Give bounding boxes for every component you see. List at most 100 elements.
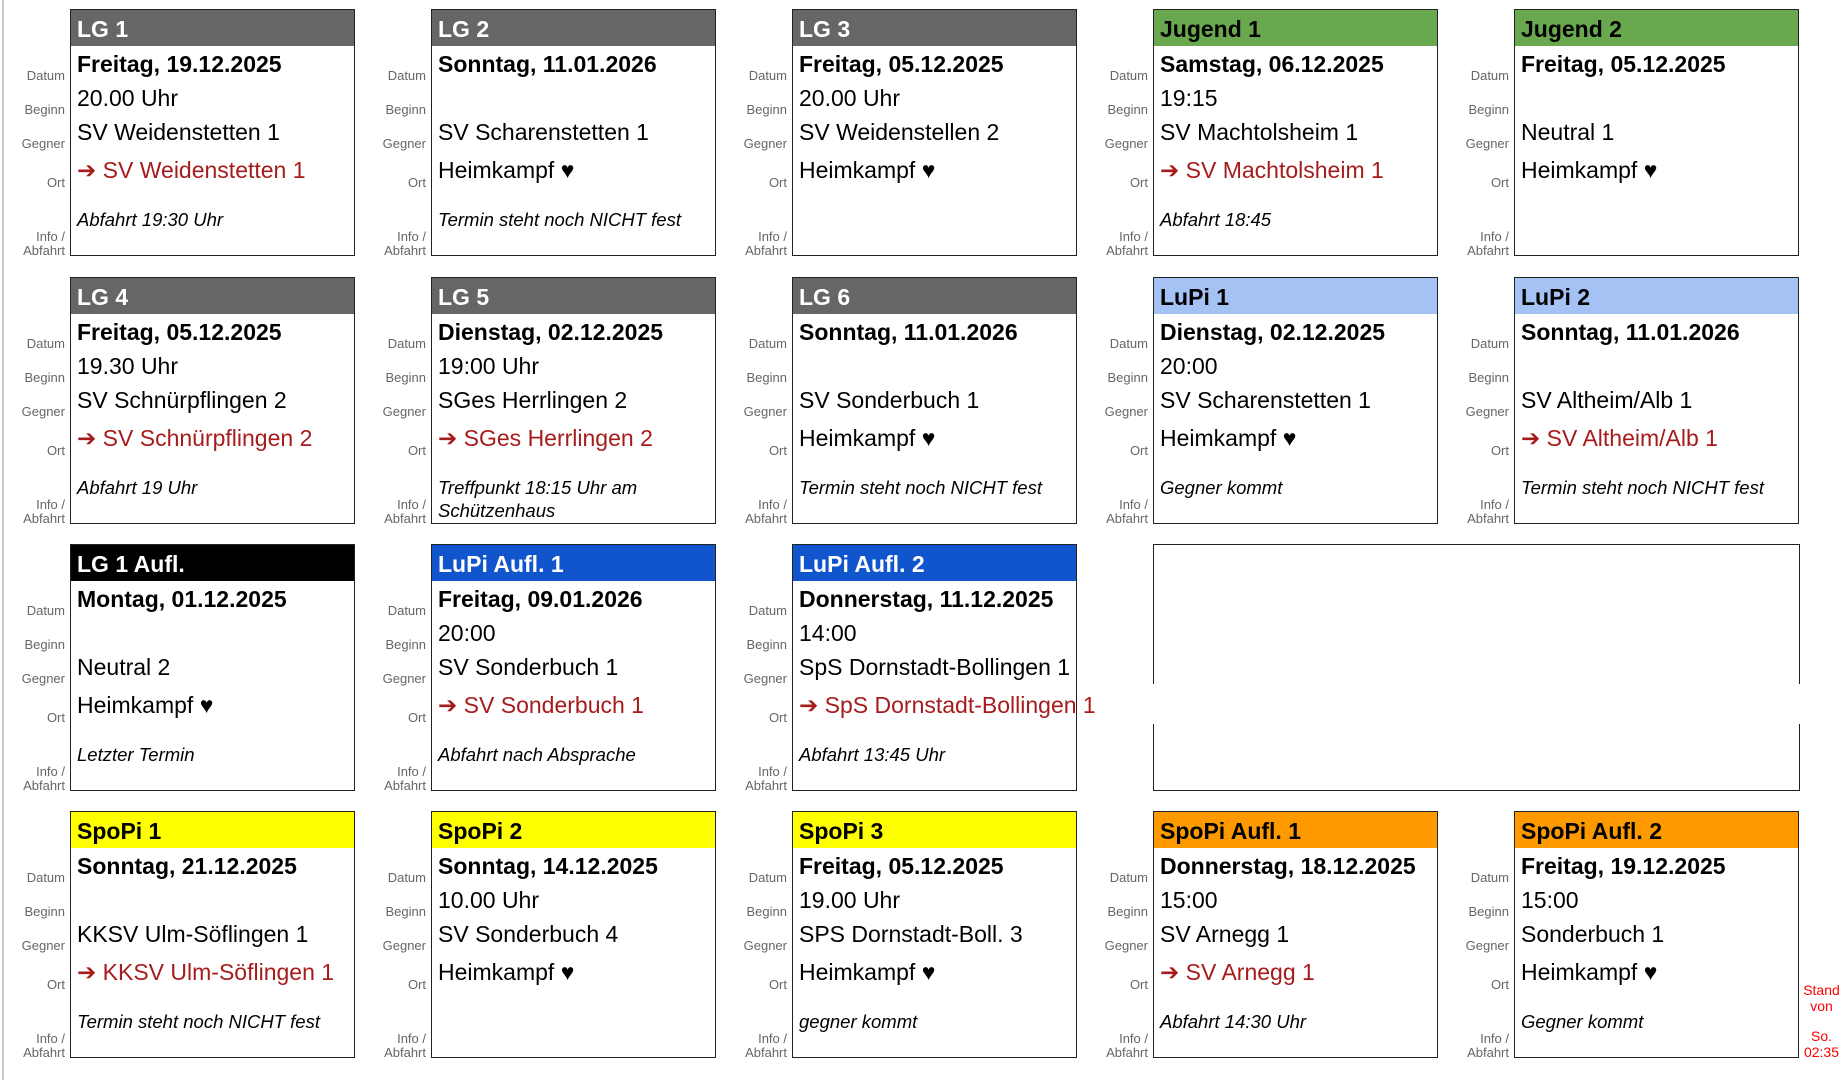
label-datum: Datum bbox=[748, 336, 787, 351]
team-title: SpoPi 3 bbox=[793, 812, 1076, 848]
team-title: SpoPi 2 bbox=[432, 812, 715, 848]
label-ort: Ort bbox=[1129, 175, 1148, 190]
label-info: Info / Abfahrt bbox=[23, 1031, 65, 1060]
label-ort: Ort bbox=[46, 443, 65, 458]
label-beginn: Beginn bbox=[385, 102, 426, 117]
match-start: 15:00 bbox=[1521, 887, 1579, 913]
match-info: Abfahrt 14:30 Uhr bbox=[1160, 1011, 1307, 1032]
left-border bbox=[2, 0, 4, 1080]
team-title: LG 1 Aufl. bbox=[71, 545, 354, 581]
label-datum: Datum bbox=[387, 870, 426, 885]
home-venue: Heimkampf ♥ bbox=[1521, 157, 1658, 183]
label-gegner: Gegner bbox=[743, 938, 787, 953]
team-card: Datum Beginn Gegner Ort Info / Abfahrt L… bbox=[1466, 277, 1799, 526]
empty-card bbox=[1153, 544, 1800, 791]
label-datum: Datum bbox=[748, 870, 787, 885]
label-gegner: Gegner bbox=[743, 671, 787, 686]
card-box: SpoPi Aufl. 1 Donnerstag, 18.12.2025 15:… bbox=[1153, 811, 1438, 1058]
home-venue: Heimkampf ♥ bbox=[438, 959, 575, 985]
match-start: 10.00 Uhr bbox=[438, 887, 540, 913]
team-title: LuPi 2 bbox=[1515, 278, 1798, 314]
home-venue: Heimkampf ♥ bbox=[438, 157, 575, 183]
label-info: Info / Abfahrt bbox=[1467, 1031, 1509, 1060]
label-datum: Datum bbox=[1109, 68, 1148, 83]
team-title: SpoPi 1 bbox=[71, 812, 354, 848]
match-start: 19.30 Uhr bbox=[77, 353, 179, 379]
match-date: Freitag, 19.12.2025 bbox=[77, 51, 282, 77]
label-gegner: Gegner bbox=[21, 938, 65, 953]
team-card: Datum Beginn Gegner Ort Info / Abfahrt L… bbox=[383, 9, 716, 258]
label-info: Info / Abfahrt bbox=[1467, 497, 1509, 526]
opponent: SV Scharenstetten 1 bbox=[1160, 387, 1371, 413]
opponent: SV Weidenstellen 2 bbox=[799, 119, 1000, 145]
label-ort: Ort bbox=[1129, 443, 1148, 458]
label-info: Info / Abfahrt bbox=[384, 764, 426, 793]
match-date: Freitag, 05.12.2025 bbox=[799, 853, 1004, 879]
label-beginn: Beginn bbox=[1468, 904, 1509, 919]
label-gegner: Gegner bbox=[1104, 404, 1148, 419]
opponent: SV Machtolsheim 1 bbox=[1160, 119, 1359, 145]
team-title: SpoPi Aufl. 1 bbox=[1154, 812, 1437, 848]
label-ort: Ort bbox=[768, 710, 787, 725]
team-title: LG 1 bbox=[71, 10, 354, 46]
match-info: Termin steht noch NICHT fest bbox=[77, 1011, 320, 1032]
label-ort: Ort bbox=[1490, 977, 1509, 992]
match-date: Freitag, 05.12.2025 bbox=[799, 51, 1004, 77]
team-card: Datum Beginn Gegner Ort Info / Abfahrt J… bbox=[1105, 9, 1438, 258]
team-card: Datum Beginn Gegner Ort Info / Abfahrt L… bbox=[22, 9, 355, 258]
match-date: Dienstag, 02.12.2025 bbox=[1160, 319, 1386, 345]
label-ort: Ort bbox=[407, 710, 426, 725]
team-title: LG 3 bbox=[793, 10, 1076, 46]
label-info: Info / Abfahrt bbox=[745, 1031, 787, 1060]
match-date: Freitag, 05.12.2025 bbox=[1521, 51, 1726, 77]
match-start: 14:00 bbox=[799, 620, 857, 646]
card-box: SpoPi Aufl. 2 Freitag, 19.12.2025 15:00 … bbox=[1514, 811, 1799, 1058]
home-venue: Heimkampf ♥ bbox=[1160, 425, 1297, 451]
stand-note: Stand von So. 02:35 bbox=[1800, 982, 1843, 1060]
match-start: 19.00 Uhr bbox=[799, 887, 901, 913]
label-ort: Ort bbox=[46, 175, 65, 190]
team-card: Datum Beginn Gegner Ort Info / Abfahrt S… bbox=[1105, 811, 1438, 1060]
match-start: 20.00 Uhr bbox=[77, 85, 179, 111]
match-info: Abfahrt 18:45 bbox=[1160, 209, 1272, 230]
label-ort: Ort bbox=[1129, 977, 1148, 992]
label-datum: Datum bbox=[1470, 68, 1509, 83]
card-box: Jugend 2 Freitag, 05.12.2025 Neutral 1 H… bbox=[1514, 9, 1799, 256]
card-box: LuPi Aufl. 1 Freitag, 09.01.2026 20:00 S… bbox=[431, 544, 716, 791]
away-venue: ➔ SV Sonderbuch 1 bbox=[438, 692, 644, 718]
match-start: 19:00 Uhr bbox=[438, 353, 540, 379]
card-box: LG 4 Freitag, 05.12.2025 19.30 Uhr SV Sc… bbox=[70, 277, 355, 524]
match-info: Abfahrt 13:45 Uhr bbox=[799, 744, 946, 765]
match-info: Termin steht noch NICHT fest bbox=[799, 477, 1042, 498]
label-beginn: Beginn bbox=[385, 370, 426, 385]
label-datum: Datum bbox=[1470, 336, 1509, 351]
match-info: Termin steht noch NICHT fest bbox=[1521, 477, 1764, 498]
label-gegner: Gegner bbox=[1104, 136, 1148, 151]
card-box: LG 1 Freitag, 19.12.2025 20.00 Uhr SV We… bbox=[70, 9, 355, 256]
label-info: Info / Abfahrt bbox=[1106, 1031, 1148, 1060]
opponent: SV Sonderbuch 4 bbox=[438, 921, 619, 947]
card-box: SpoPi 3 Freitag, 05.12.2025 19.00 Uhr SP… bbox=[792, 811, 1077, 1058]
match-start: 20:00 bbox=[1160, 353, 1218, 379]
away-venue: ➔ KKSV Ulm-Söflingen 1 bbox=[77, 959, 335, 985]
label-ort: Ort bbox=[46, 710, 65, 725]
match-date: Sonntag, 14.12.2025 bbox=[438, 853, 658, 879]
card-box: Jugend 1 Samstag, 06.12.2025 19:15 SV Ma… bbox=[1153, 9, 1438, 256]
label-ort: Ort bbox=[768, 443, 787, 458]
card-box: LG 6 Sonntag, 11.01.2026 SV Sonderbuch 1… bbox=[792, 277, 1077, 524]
match-info: Treffpunkt 18:15 Uhr am Schützenhaus bbox=[438, 477, 638, 521]
label-info: Info / Abfahrt bbox=[1467, 229, 1509, 258]
label-gegner: Gegner bbox=[1104, 938, 1148, 953]
opponent: Sonderbuch 1 bbox=[1521, 921, 1665, 947]
label-info: Info / Abfahrt bbox=[384, 1031, 426, 1060]
team-title: Jugend 1 bbox=[1154, 10, 1437, 46]
label-beginn: Beginn bbox=[24, 370, 65, 385]
label-datum: Datum bbox=[387, 68, 426, 83]
label-beginn: Beginn bbox=[746, 370, 787, 385]
label-beginn: Beginn bbox=[24, 904, 65, 919]
match-date: Sonntag, 11.01.2026 bbox=[438, 51, 657, 77]
match-info: gegner kommt bbox=[799, 1011, 918, 1032]
team-card: Datum Beginn Gegner Ort Info / Abfahrt L… bbox=[744, 277, 1077, 526]
match-info: Gegner kommt bbox=[1521, 1011, 1644, 1032]
label-ort: Ort bbox=[1490, 443, 1509, 458]
